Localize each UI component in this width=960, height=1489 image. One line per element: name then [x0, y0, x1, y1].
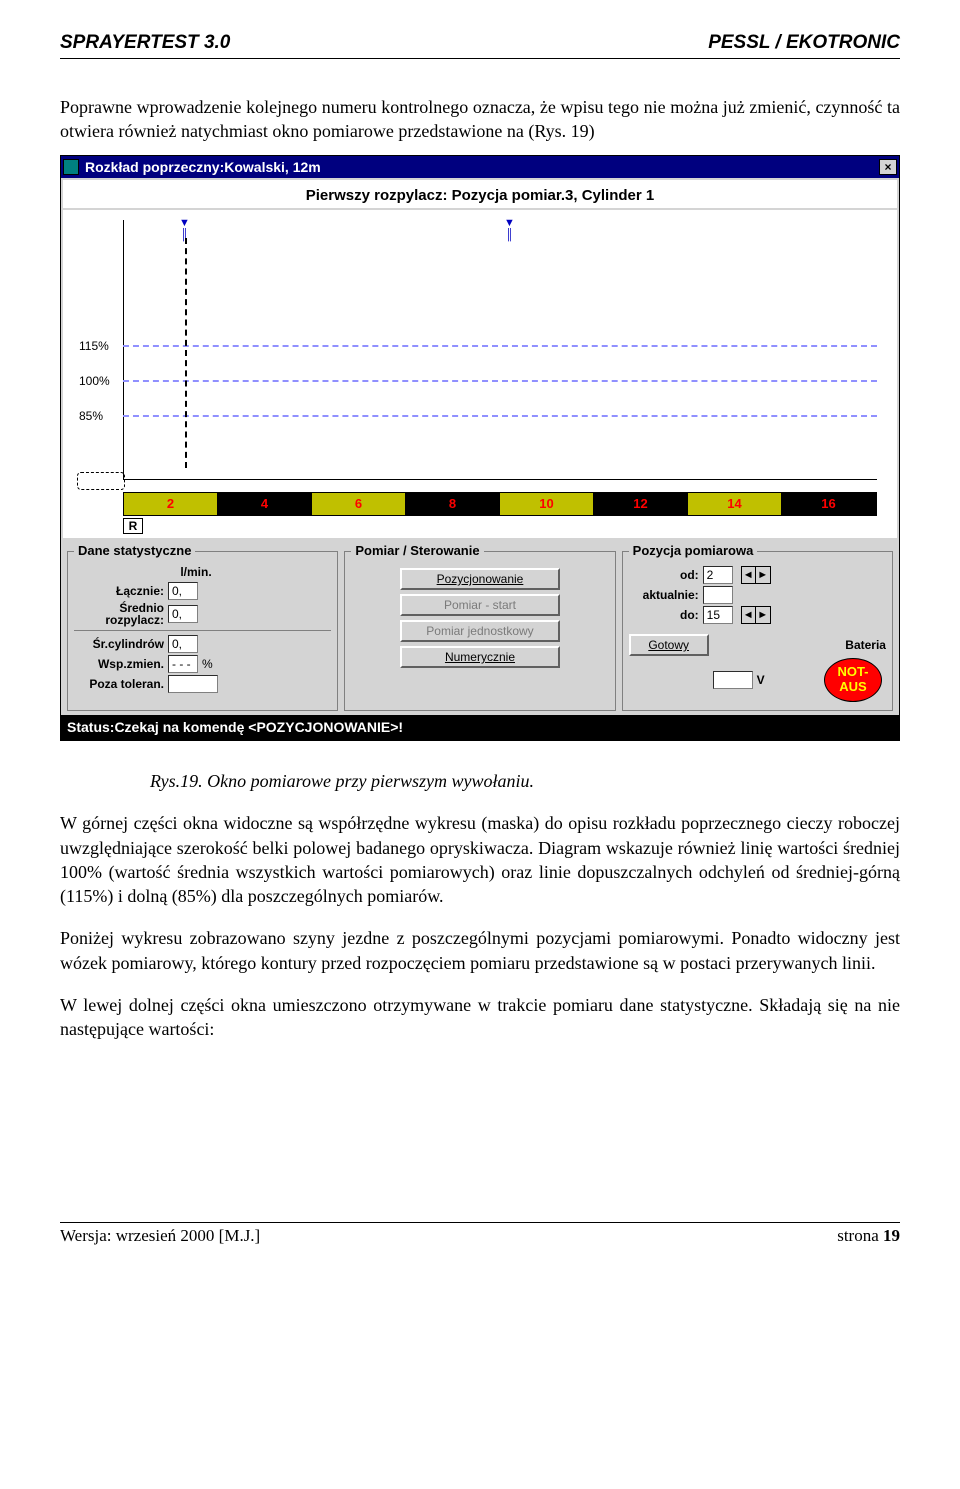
chart-area: 115% 100% 85% ▼║ ▼║: [63, 210, 897, 490]
stats-panel: Dane statystyczne l/min. Łącznie:0, Śred…: [67, 542, 338, 711]
spin-to[interactable]: ◄►: [741, 606, 771, 624]
window-title: Rozkład poprzeczny:Kowalski, 12m: [85, 158, 879, 177]
arrow-right-icon[interactable]: ►: [756, 567, 770, 583]
measuring-cart-outline: [77, 472, 125, 490]
pos-label-current: aktualnie:: [629, 587, 699, 603]
app-window: Rozkład poprzeczny:Kowalski, 12m × Pierw…: [60, 155, 900, 741]
body-paragraph: W lewej dolnej części okna umieszczono o…: [60, 993, 900, 1042]
stat-label: Średnio rozpylacz:: [74, 602, 164, 626]
titlebar: Rozkład poprzeczny:Kowalski, 12m ×: [61, 156, 899, 178]
r-badge: R: [123, 518, 143, 534]
not-aus-button[interactable]: NOT-AUS: [824, 658, 882, 702]
footer-version: Wersja: wrzesień 2000 [M.J.]: [60, 1225, 260, 1248]
ylabel-85: 85%: [79, 408, 103, 424]
positioning-button[interactable]: Pozycjonowanie: [400, 568, 560, 590]
rail-cell: 2: [124, 493, 218, 515]
hline-115: [123, 345, 877, 347]
nozzle-marker: ▼║: [504, 218, 515, 241]
body-paragraph: W górnej części okna widoczne są współrz…: [60, 811, 900, 908]
pos-from-value: 2: [703, 566, 733, 584]
numeric-button[interactable]: Numerycznie: [400, 646, 560, 668]
control-panel: Pomiar / Sterowanie Pozycjonowanie Pomia…: [344, 542, 615, 711]
arrow-left-icon[interactable]: ◄: [742, 567, 756, 583]
arrow-left-icon[interactable]: ◄: [742, 607, 756, 623]
single-measure-button[interactable]: Pomiar jednostkowy: [400, 620, 560, 642]
intro-paragraph: Poprawne wprowadzenie kolejnego numeru k…: [60, 95, 900, 144]
close-icon[interactable]: ×: [879, 159, 897, 175]
stat-label: Wsp.zmien.: [74, 656, 164, 672]
status-bar: Status:Czekaj na komendę <POZYCJONOWANIE…: [61, 715, 899, 740]
figure-caption: Rys.19. Okno pomiarowe przy pierwszym wy…: [150, 769, 900, 793]
ylabel-100: 100%: [79, 373, 110, 389]
pos-to-value: 15: [703, 606, 733, 624]
position-panel: Pozycja pomiarowa od:2◄► aktualnie: do:1…: [622, 542, 893, 711]
footer-page-number: 19: [883, 1226, 900, 1245]
position-legend: Pozycja pomiarowa: [629, 542, 758, 560]
rail-cell: 8: [406, 493, 500, 515]
rail-cell: 12: [594, 493, 688, 515]
ylabel-115: 115%: [79, 338, 109, 354]
battery-label: Bateria: [845, 637, 886, 653]
header-left: SPRAYERTEST 3.0: [60, 30, 230, 56]
stats-unit: l/min.: [168, 564, 224, 580]
rail-area: 2 4 6 8 10 12 14 16 R: [63, 490, 897, 538]
rail-cell: 16: [782, 493, 876, 515]
stat-value: 0,: [168, 582, 198, 600]
rail-track: 2 4 6 8 10 12 14 16: [123, 492, 877, 516]
body-paragraph: Poniżej wykresu zobrazowano szyny jezdne…: [60, 926, 900, 975]
stat-value: 0,: [168, 635, 198, 653]
x-axis: [123, 479, 877, 480]
page-header: SPRAYERTEST 3.0 PESSL / EKOTRONIC: [60, 30, 900, 59]
stat-value: 0,: [168, 605, 198, 623]
rail-cell: 4: [218, 493, 312, 515]
pos-label-from: od:: [629, 567, 699, 583]
hline-100: [123, 380, 877, 382]
rail-cell: 14: [688, 493, 782, 515]
rail-cell: 10: [500, 493, 594, 515]
header-right: PESSL / EKOTRONIC: [708, 30, 900, 56]
panels-row: Dane statystyczne l/min. Łącznie:0, Śred…: [61, 538, 899, 715]
window-subtitle: Pierwszy rozpylacz: Pozycja pomiar.3, Cy…: [63, 180, 897, 208]
vertical-dash: [185, 238, 187, 468]
stat-value: - - -: [168, 655, 198, 673]
hline-85: [123, 415, 877, 417]
stat-unit: %: [202, 656, 213, 672]
battery-unit: V: [757, 672, 765, 688]
pos-current-value: [703, 586, 733, 604]
measure-start-button[interactable]: Pomiar - start: [400, 594, 560, 616]
stat-label: Poza toleran.: [74, 676, 164, 692]
stat-value: [168, 675, 218, 693]
y-axis: [123, 220, 124, 480]
footer-page-label: strona: [837, 1226, 879, 1245]
control-legend: Pomiar / Sterowanie: [351, 542, 483, 560]
stat-label: Śr.cylindrów: [74, 636, 164, 652]
pos-label-to: do:: [629, 607, 699, 623]
stat-label: Łącznie:: [74, 583, 164, 599]
stats-legend: Dane statystyczne: [74, 542, 195, 560]
spin-from[interactable]: ◄►: [741, 566, 771, 584]
system-menu-icon[interactable]: [63, 159, 79, 175]
arrow-right-icon[interactable]: ►: [756, 607, 770, 623]
rail-cell: 6: [312, 493, 406, 515]
battery-value: [713, 671, 753, 689]
page-footer: Wersja: wrzesień 2000 [M.J.] strona 19: [60, 1222, 900, 1248]
ready-button[interactable]: Gotowy: [629, 634, 709, 656]
